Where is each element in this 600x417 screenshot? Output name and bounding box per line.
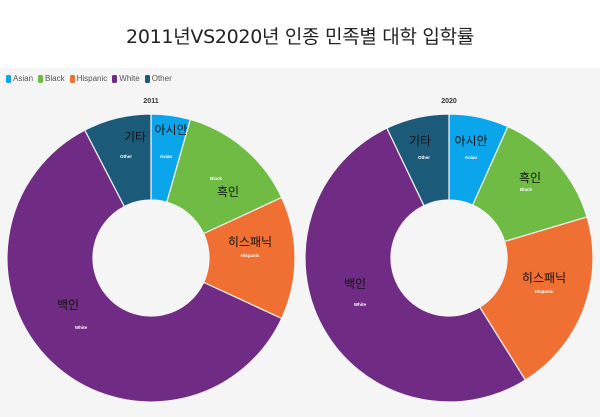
legend-label: Asian [13, 74, 34, 83]
slice-label-ko: 히스패닉 [228, 235, 272, 249]
slices-2011 [6, 113, 296, 403]
slice-label-en: Asian [160, 154, 173, 159]
legend-item-hispanic[interactable]: Hispanic [69, 74, 108, 83]
donut-chart-2020: 2020 아시안 Asian 흑인 Black 히스패닉 Hispanic 백인 White 기… [304, 98, 594, 403]
slice-label-en: Black [520, 187, 533, 192]
chart-title-2020: 2020 [441, 98, 457, 105]
slice-label-ko: 아시안 [454, 134, 487, 148]
slice-black[interactable] [471, 125, 588, 243]
slice-other[interactable] [386, 113, 450, 207]
labels-2020: 아시안 Asian 흑인 Black 히스패닉 Hispanic 백인 White 기타 Othe… [344, 134, 566, 307]
slice-label-ko: 백인 [344, 277, 366, 291]
slice-label-ko: 히스패닉 [522, 271, 566, 285]
slices-2020 [304, 113, 594, 403]
slice-label-en: Black [210, 176, 223, 181]
slice-black[interactable] [166, 118, 283, 235]
slice-white[interactable] [6, 129, 283, 403]
slice-hispanic[interactable] [478, 216, 594, 381]
legend-swatch-icon [144, 74, 150, 83]
labels-2011: 아시안 Asian 흑인 Black 히스패닉 Hispanic 백인 White 기타 Othe… [57, 123, 272, 330]
legend: Asian Black Hispanic White Other [6, 74, 172, 83]
slice-label-en: White [354, 302, 367, 307]
chart-title-2011: 2011 [143, 98, 158, 105]
legend-swatch-icon [38, 74, 44, 83]
donut-chart-2011: 2011 아시안 Asian 흑인 Black 히스패닉 Hispanic 백인 White 기… [6, 98, 296, 403]
slice-hispanic[interactable] [202, 196, 296, 320]
legend-swatch-icon [6, 74, 11, 83]
donut-hole [391, 200, 507, 316]
slice-label-en: Asian [465, 155, 478, 160]
donut-hole [93, 200, 209, 316]
slice-label-ko: 흑인 [519, 171, 541, 185]
legend-swatch-icon [69, 74, 75, 83]
slice-white[interactable] [304, 127, 527, 403]
slice-label-en: Hispanic [535, 289, 554, 294]
slice-label-ko: 아시안 [154, 123, 187, 137]
legend-label: Other [151, 74, 172, 83]
legend-item-asian[interactable]: Asian [6, 74, 33, 83]
slice-label-ko: 기타 [124, 130, 146, 144]
slice-label-en: Other [418, 155, 430, 160]
legend-item-other[interactable]: Other [144, 74, 172, 83]
slice-label-en: Other [120, 154, 132, 159]
legend-label: Hispanic [76, 74, 108, 83]
legend-swatch-icon [112, 74, 118, 83]
legend-item-black[interactable]: Black [38, 74, 65, 83]
legend-label: Black [45, 74, 65, 83]
slice-label-ko: 백인 [57, 298, 79, 312]
legend-label: White [119, 74, 140, 83]
slice-label-en: Hispanic [241, 253, 260, 258]
legend-item-white[interactable]: White [112, 74, 140, 83]
slice-other[interactable] [84, 113, 152, 208]
slice-label-ko: 기타 [409, 134, 431, 148]
slice-label-ko: 흑인 [217, 185, 239, 199]
page-title: 2011년VS2020년 인종 민족별 대학 입학률 [126, 26, 474, 48]
slice-label-en: White [75, 325, 88, 330]
